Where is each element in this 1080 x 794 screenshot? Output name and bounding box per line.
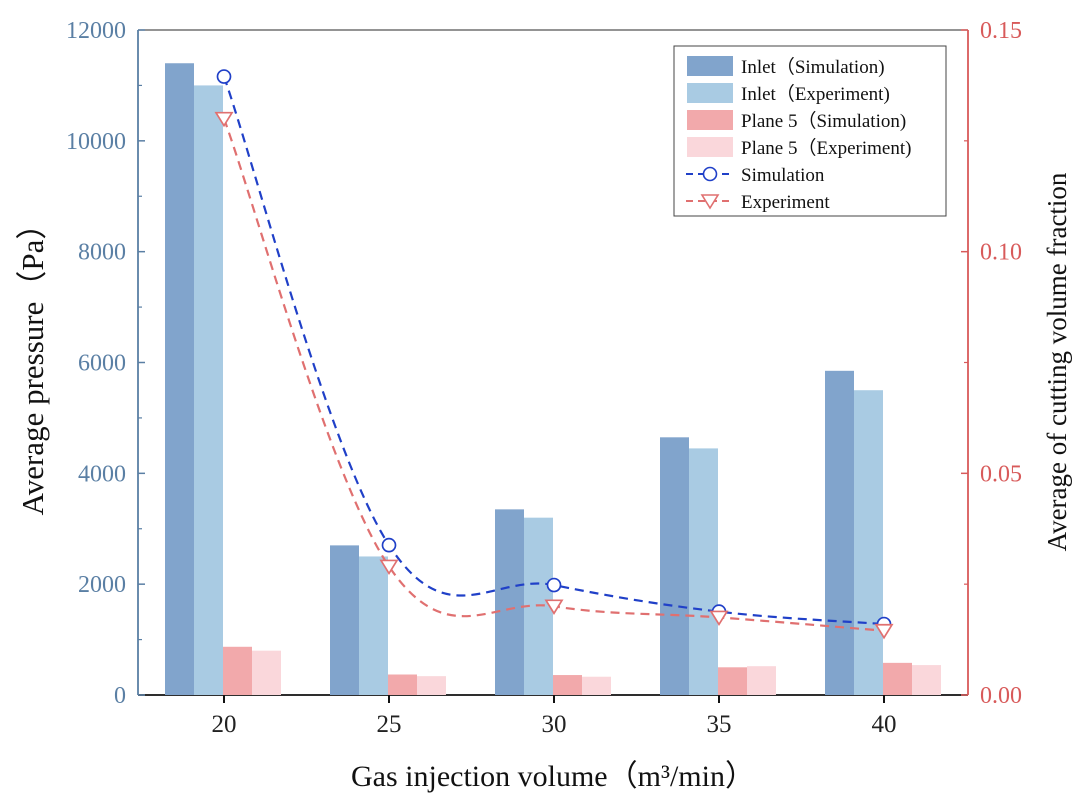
x-axis-title: Gas injection volume（m³/min） [351, 760, 755, 793]
legend-label-plane5-simulation: Plane 5（Simulation) [741, 110, 906, 132]
bars-group [165, 63, 941, 695]
legend-label-simulation: Simulation [741, 165, 825, 186]
legend-swatch-inlet-experiment [687, 83, 733, 103]
bar-plane-exp-35 [747, 666, 776, 695]
x-tick-label-25: 25 [377, 711, 402, 738]
bar-plane-exp-40 [912, 665, 941, 695]
right-tick-label-0.15: 0.15 [980, 18, 1022, 44]
legend-label-experiment: Experiment [741, 192, 830, 213]
legend: Inlet（Simulation) Inlet（Experiment) Plan… [673, 45, 947, 217]
marker-experiment-25 [379, 559, 399, 576]
bar-inlet-exp-35 [689, 448, 718, 695]
legend-marker-simulation [702, 166, 718, 182]
left-axis-title: Average pressure（Pa） [15, 209, 50, 516]
right-tick-label-0.00: 0.00 [980, 683, 1022, 709]
bar-plane-sim-30 [553, 675, 582, 695]
marker-experiment-35 [709, 610, 729, 627]
marker-experiment-30 [544, 599, 564, 615]
marker-simulation-20 [216, 69, 232, 84]
line-simulation [222, 76, 885, 626]
x-tick-label-35: 35 [707, 711, 732, 738]
left-tick-label-10000: 10000 [66, 129, 126, 155]
bar-plane-sim-20 [223, 646, 252, 695]
legend-marker-experiment [700, 194, 720, 210]
legend-label-plane5-experiment: Plane 5（Experiment) [741, 137, 911, 159]
lines-group [222, 76, 885, 632]
right-tick-label-0.05: 0.05 [980, 461, 1022, 487]
bar-inlet-sim-35 [660, 437, 689, 695]
marker-simulation-25 [381, 537, 397, 553]
left-tick-label-6000: 6000 [78, 351, 126, 377]
left-y-ticks: 0 2000 4000 6000 8000 10000 12000 [66, 18, 145, 709]
right-tick-label-0.10: 0.10 [980, 240, 1022, 266]
bar-plane-sim-35 [718, 667, 747, 695]
right-y-ticks: 0.00 0.05 0.10 0.15 [961, 18, 1022, 709]
x-tick-label-20: 20 [212, 711, 237, 738]
left-tick-label-0: 0 [114, 683, 126, 709]
line-experiment [222, 118, 885, 632]
left-tick-label-4000: 4000 [78, 461, 126, 487]
marker-experiment-40 [874, 623, 894, 640]
legend-label-inlet-simulation: Inlet（Simulation) [741, 56, 885, 78]
bar-inlet-sim-20 [165, 63, 194, 695]
bar-plane-exp-30 [582, 676, 611, 695]
legend-label-inlet-experiment: Inlet（Experiment) [741, 83, 890, 105]
left-tick-label-12000: 12000 [66, 18, 126, 44]
bar-inlet-sim-25 [330, 545, 359, 695]
right-axis-title: Average of cutting volume fraction [1042, 172, 1072, 551]
bar-plane-sim-25 [388, 674, 417, 695]
marker-experiment-20 [214, 111, 234, 128]
legend-swatch-plane5-experiment [687, 137, 733, 157]
markers-group [214, 69, 894, 640]
x-tick-label-40: 40 [872, 711, 897, 738]
bar-inlet-exp-40 [854, 390, 883, 695]
legend-swatch-plane5-simulation [687, 110, 733, 130]
bar-inlet-sim-30 [495, 509, 524, 695]
marker-simulation-30 [546, 577, 562, 593]
bar-inlet-sim-40 [825, 370, 854, 695]
bar-plane-sim-40 [883, 662, 912, 695]
bar-plane-exp-25 [417, 676, 446, 695]
left-tick-label-2000: 2000 [78, 572, 126, 598]
bar-plane-exp-20 [252, 650, 281, 695]
left-tick-label-8000: 8000 [78, 240, 126, 266]
x-tick-label-30: 30 [542, 711, 567, 738]
bar-inlet-exp-20 [194, 85, 223, 695]
bar-inlet-exp-25 [359, 556, 388, 695]
x-ticks: 20 25 30 35 40 [212, 695, 897, 738]
legend-swatch-inlet-simulation [687, 56, 733, 76]
